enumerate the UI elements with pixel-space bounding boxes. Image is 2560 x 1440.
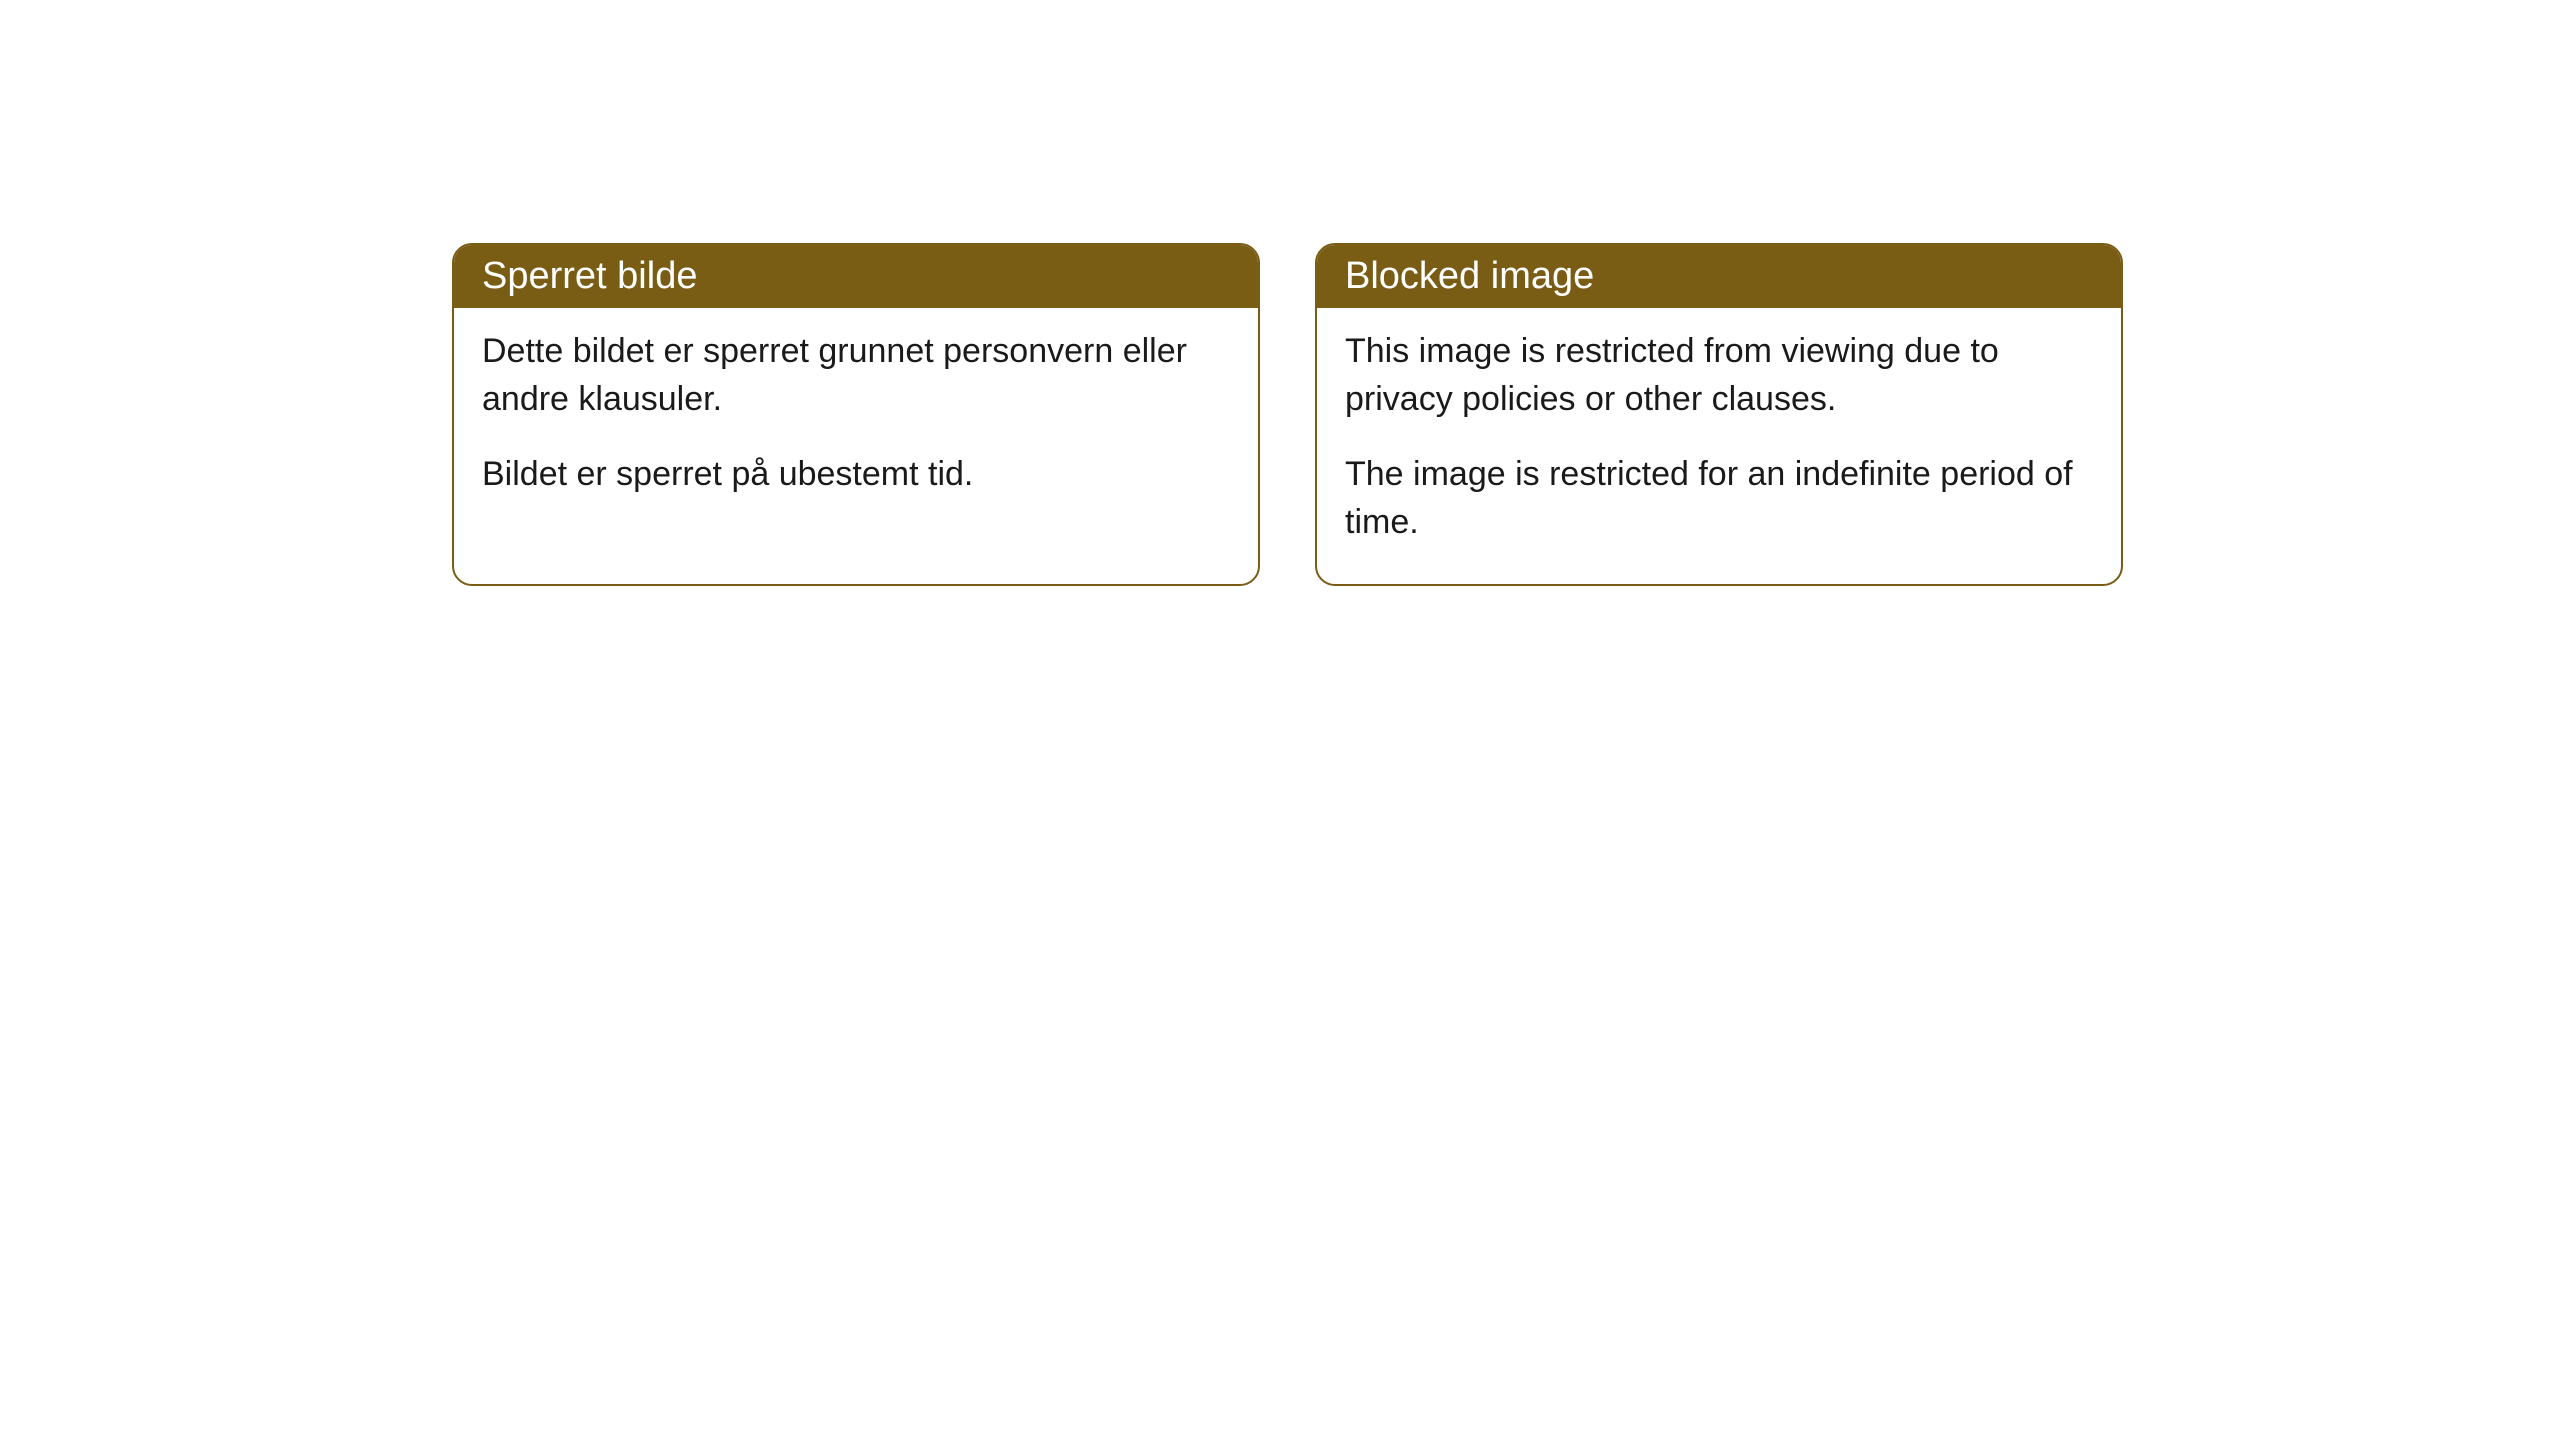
card-paragraph-1-norwegian: Dette bildet er sperret grunnet personve… (482, 328, 1230, 423)
card-paragraph-1-english: This image is restricted from viewing du… (1345, 328, 2093, 423)
card-english: Blocked image This image is restricted f… (1315, 243, 2123, 586)
card-norwegian: Sperret bilde Dette bildet er sperret gr… (452, 243, 1260, 586)
card-title-english: Blocked image (1317, 245, 2121, 308)
cards-container: Sperret bilde Dette bildet er sperret gr… (452, 243, 2123, 586)
card-body-english: This image is restricted from viewing du… (1317, 308, 2121, 584)
card-body-norwegian: Dette bildet er sperret grunnet personve… (454, 308, 1258, 537)
card-paragraph-2-english: The image is restricted for an indefinit… (1345, 451, 2093, 546)
card-paragraph-2-norwegian: Bildet er sperret på ubestemt tid. (482, 451, 1230, 499)
card-title-norwegian: Sperret bilde (454, 245, 1258, 308)
